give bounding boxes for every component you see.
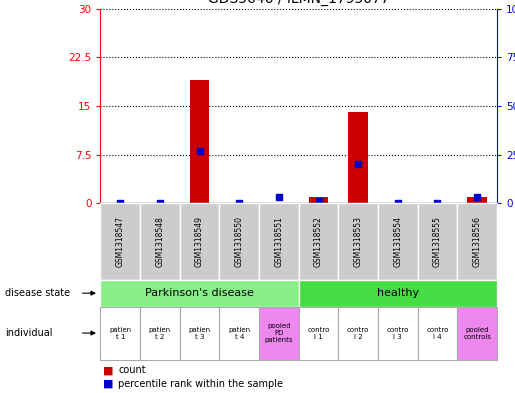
Bar xyxy=(219,307,259,360)
Bar xyxy=(180,203,219,280)
Bar xyxy=(457,307,497,360)
Text: patien
t 1: patien t 1 xyxy=(109,327,131,340)
Text: percentile rank within the sample: percentile rank within the sample xyxy=(118,379,283,389)
Point xyxy=(393,200,402,206)
Point xyxy=(116,200,124,206)
Bar xyxy=(140,307,180,360)
Text: GSM1318547: GSM1318547 xyxy=(116,216,125,267)
Text: GSM1318548: GSM1318548 xyxy=(156,216,164,267)
Text: GSM1318549: GSM1318549 xyxy=(195,216,204,267)
Text: count: count xyxy=(118,365,146,375)
Bar xyxy=(259,203,299,280)
Text: contro
l 1: contro l 1 xyxy=(307,327,330,340)
Text: individual: individual xyxy=(5,328,53,338)
Bar xyxy=(100,203,140,280)
Text: pooled
PD
patients: pooled PD patients xyxy=(265,323,293,343)
Text: GSM1318554: GSM1318554 xyxy=(393,216,402,267)
Text: pooled
controls: pooled controls xyxy=(463,327,491,340)
Title: GDS5646 / ILMN_1795077: GDS5646 / ILMN_1795077 xyxy=(208,0,389,6)
Text: ■: ■ xyxy=(103,379,113,389)
Point xyxy=(274,194,283,200)
Bar xyxy=(190,80,210,203)
Text: disease state: disease state xyxy=(5,288,70,298)
Bar xyxy=(348,112,368,203)
Bar xyxy=(299,280,497,307)
Point xyxy=(473,194,481,200)
Text: GSM1318555: GSM1318555 xyxy=(433,216,442,267)
Bar xyxy=(219,203,259,280)
Bar xyxy=(100,307,140,360)
Bar xyxy=(338,203,378,280)
Text: Parkinson's disease: Parkinson's disease xyxy=(145,288,254,298)
Bar xyxy=(338,307,378,360)
Point xyxy=(433,200,441,206)
Text: patien
t 3: patien t 3 xyxy=(188,327,211,340)
Point xyxy=(235,200,243,206)
Bar xyxy=(140,203,180,280)
Text: GSM1318550: GSM1318550 xyxy=(235,216,244,267)
Bar xyxy=(299,203,338,280)
Text: patien
t 4: patien t 4 xyxy=(228,327,250,340)
Bar xyxy=(100,280,299,307)
Bar xyxy=(378,203,418,280)
Point xyxy=(156,200,164,206)
Text: healthy: healthy xyxy=(377,288,419,298)
Point xyxy=(195,147,203,154)
Point xyxy=(314,198,322,204)
Bar xyxy=(308,196,329,203)
Bar xyxy=(378,307,418,360)
Text: contro
l 3: contro l 3 xyxy=(387,327,409,340)
Text: GSM1318552: GSM1318552 xyxy=(314,216,323,267)
Point xyxy=(354,161,363,167)
Text: ■: ■ xyxy=(103,365,113,375)
Text: GSM1318556: GSM1318556 xyxy=(473,216,482,267)
Text: patien
t 2: patien t 2 xyxy=(149,327,171,340)
Bar xyxy=(259,307,299,360)
Bar xyxy=(299,307,338,360)
Text: contro
l 4: contro l 4 xyxy=(426,327,449,340)
Bar xyxy=(457,203,497,280)
Bar xyxy=(467,196,487,203)
Bar xyxy=(418,307,457,360)
Text: GSM1318551: GSM1318551 xyxy=(274,216,283,267)
Bar xyxy=(180,307,219,360)
Text: contro
l 2: contro l 2 xyxy=(347,327,369,340)
Bar xyxy=(418,203,457,280)
Text: GSM1318553: GSM1318553 xyxy=(354,216,363,267)
